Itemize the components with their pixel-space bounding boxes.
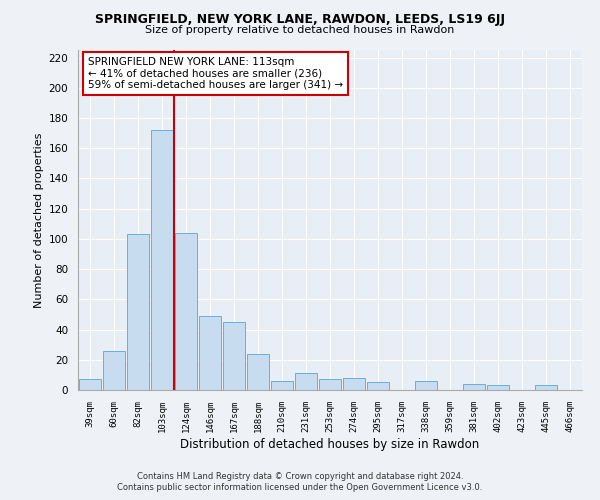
- Y-axis label: Number of detached properties: Number of detached properties: [34, 132, 44, 308]
- Bar: [175, 233, 197, 390]
- Bar: [103, 350, 125, 390]
- Text: SPRINGFIELD, NEW YORK LANE, RAWDON, LEEDS, LS19 6JJ: SPRINGFIELD, NEW YORK LANE, RAWDON, LEED…: [95, 12, 505, 26]
- Bar: [223, 322, 245, 390]
- Text: SPRINGFIELD NEW YORK LANE: 113sqm
← 41% of detached houses are smaller (236)
59%: SPRINGFIELD NEW YORK LANE: 113sqm ← 41% …: [88, 57, 343, 90]
- Bar: [271, 381, 293, 390]
- Bar: [79, 380, 101, 390]
- Bar: [487, 386, 509, 390]
- Bar: [295, 374, 317, 390]
- Bar: [463, 384, 485, 390]
- Text: Contains HM Land Registry data © Crown copyright and database right 2024.
Contai: Contains HM Land Registry data © Crown c…: [118, 472, 482, 492]
- Bar: [199, 316, 221, 390]
- Bar: [343, 378, 365, 390]
- Bar: [151, 130, 173, 390]
- Bar: [415, 381, 437, 390]
- Bar: [535, 386, 557, 390]
- Bar: [127, 234, 149, 390]
- Text: Size of property relative to detached houses in Rawdon: Size of property relative to detached ho…: [145, 25, 455, 35]
- Bar: [319, 380, 341, 390]
- Bar: [367, 382, 389, 390]
- Bar: [247, 354, 269, 390]
- X-axis label: Distribution of detached houses by size in Rawdon: Distribution of detached houses by size …: [181, 438, 479, 450]
